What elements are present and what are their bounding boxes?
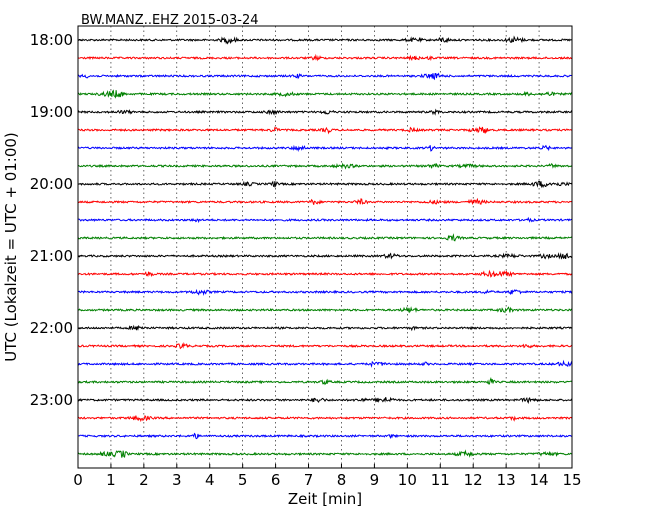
y-tick-label: 18:00 <box>30 31 73 49</box>
seismic-trace <box>77 197 573 206</box>
x-tick-label: 13 <box>497 471 516 489</box>
y-tick-label: 19:00 <box>30 103 73 121</box>
x-tick-label: 5 <box>238 471 248 489</box>
seismic-trace <box>77 359 573 368</box>
y-tick-label: 22:00 <box>30 319 73 337</box>
x-tick-label: 8 <box>337 471 347 489</box>
y-tick-label: 23:00 <box>30 391 73 409</box>
x-axis-ticks: 0 1 2 3 4 5 6 7 8 9 10 11 12 13 14 15 <box>73 464 582 489</box>
chart-title: BW.MANZ..EHZ 2015-03-24 <box>81 13 259 28</box>
seismic-trace <box>77 108 573 116</box>
seismic-trace <box>77 377 573 386</box>
seismic-trace <box>77 180 573 189</box>
trace-group <box>77 35 573 458</box>
y-tick-label: 21:00 <box>30 247 73 265</box>
seismic-trace <box>77 396 573 404</box>
seismic-trace <box>77 233 573 242</box>
seismic-trace <box>77 162 573 170</box>
y-axis-label: UTC (Lokalzeit = UTC + 01:00) <box>2 132 20 362</box>
seismic-trace <box>77 53 573 62</box>
grid-lines <box>110 26 540 468</box>
seismic-trace <box>77 449 573 458</box>
x-tick-label: 2 <box>139 471 149 489</box>
x-tick-label: 0 <box>73 471 83 489</box>
seismic-trace <box>77 288 573 296</box>
seismic-trace <box>77 252 573 260</box>
seismic-trace <box>78 216 573 224</box>
seismic-trace <box>77 126 573 135</box>
x-tick-label: 9 <box>370 471 380 489</box>
seismic-trace <box>77 306 573 314</box>
x-tick-label: 1 <box>106 471 116 489</box>
x-tick-label: 10 <box>398 471 417 489</box>
x-tick-label: 15 <box>562 471 581 489</box>
y-axis-ticks: 18:00 19:00 20:00 21:00 22:00 23:00 <box>30 31 82 409</box>
seismic-trace <box>77 89 573 99</box>
x-tick-label: 3 <box>172 471 182 489</box>
x-tick-label: 11 <box>431 471 450 489</box>
x-tick-label: 4 <box>205 471 215 489</box>
seismic-trace <box>77 341 573 350</box>
seismic-trace <box>77 35 573 45</box>
seismic-trace <box>77 432 573 440</box>
seismic-trace <box>77 144 573 153</box>
x-tick-label: 14 <box>530 471 549 489</box>
seismic-trace <box>77 269 573 278</box>
x-axis-label: Zeit [min] <box>288 490 362 508</box>
seismic-trace <box>77 414 573 423</box>
y-tick-label: 20:00 <box>30 175 73 193</box>
seismic-trace <box>77 324 573 332</box>
x-tick-label: 12 <box>464 471 483 489</box>
plot-frame <box>77 25 573 469</box>
x-tick-label: 7 <box>304 471 314 489</box>
x-tick-label: 6 <box>271 471 281 489</box>
seismic-trace <box>77 72 573 81</box>
